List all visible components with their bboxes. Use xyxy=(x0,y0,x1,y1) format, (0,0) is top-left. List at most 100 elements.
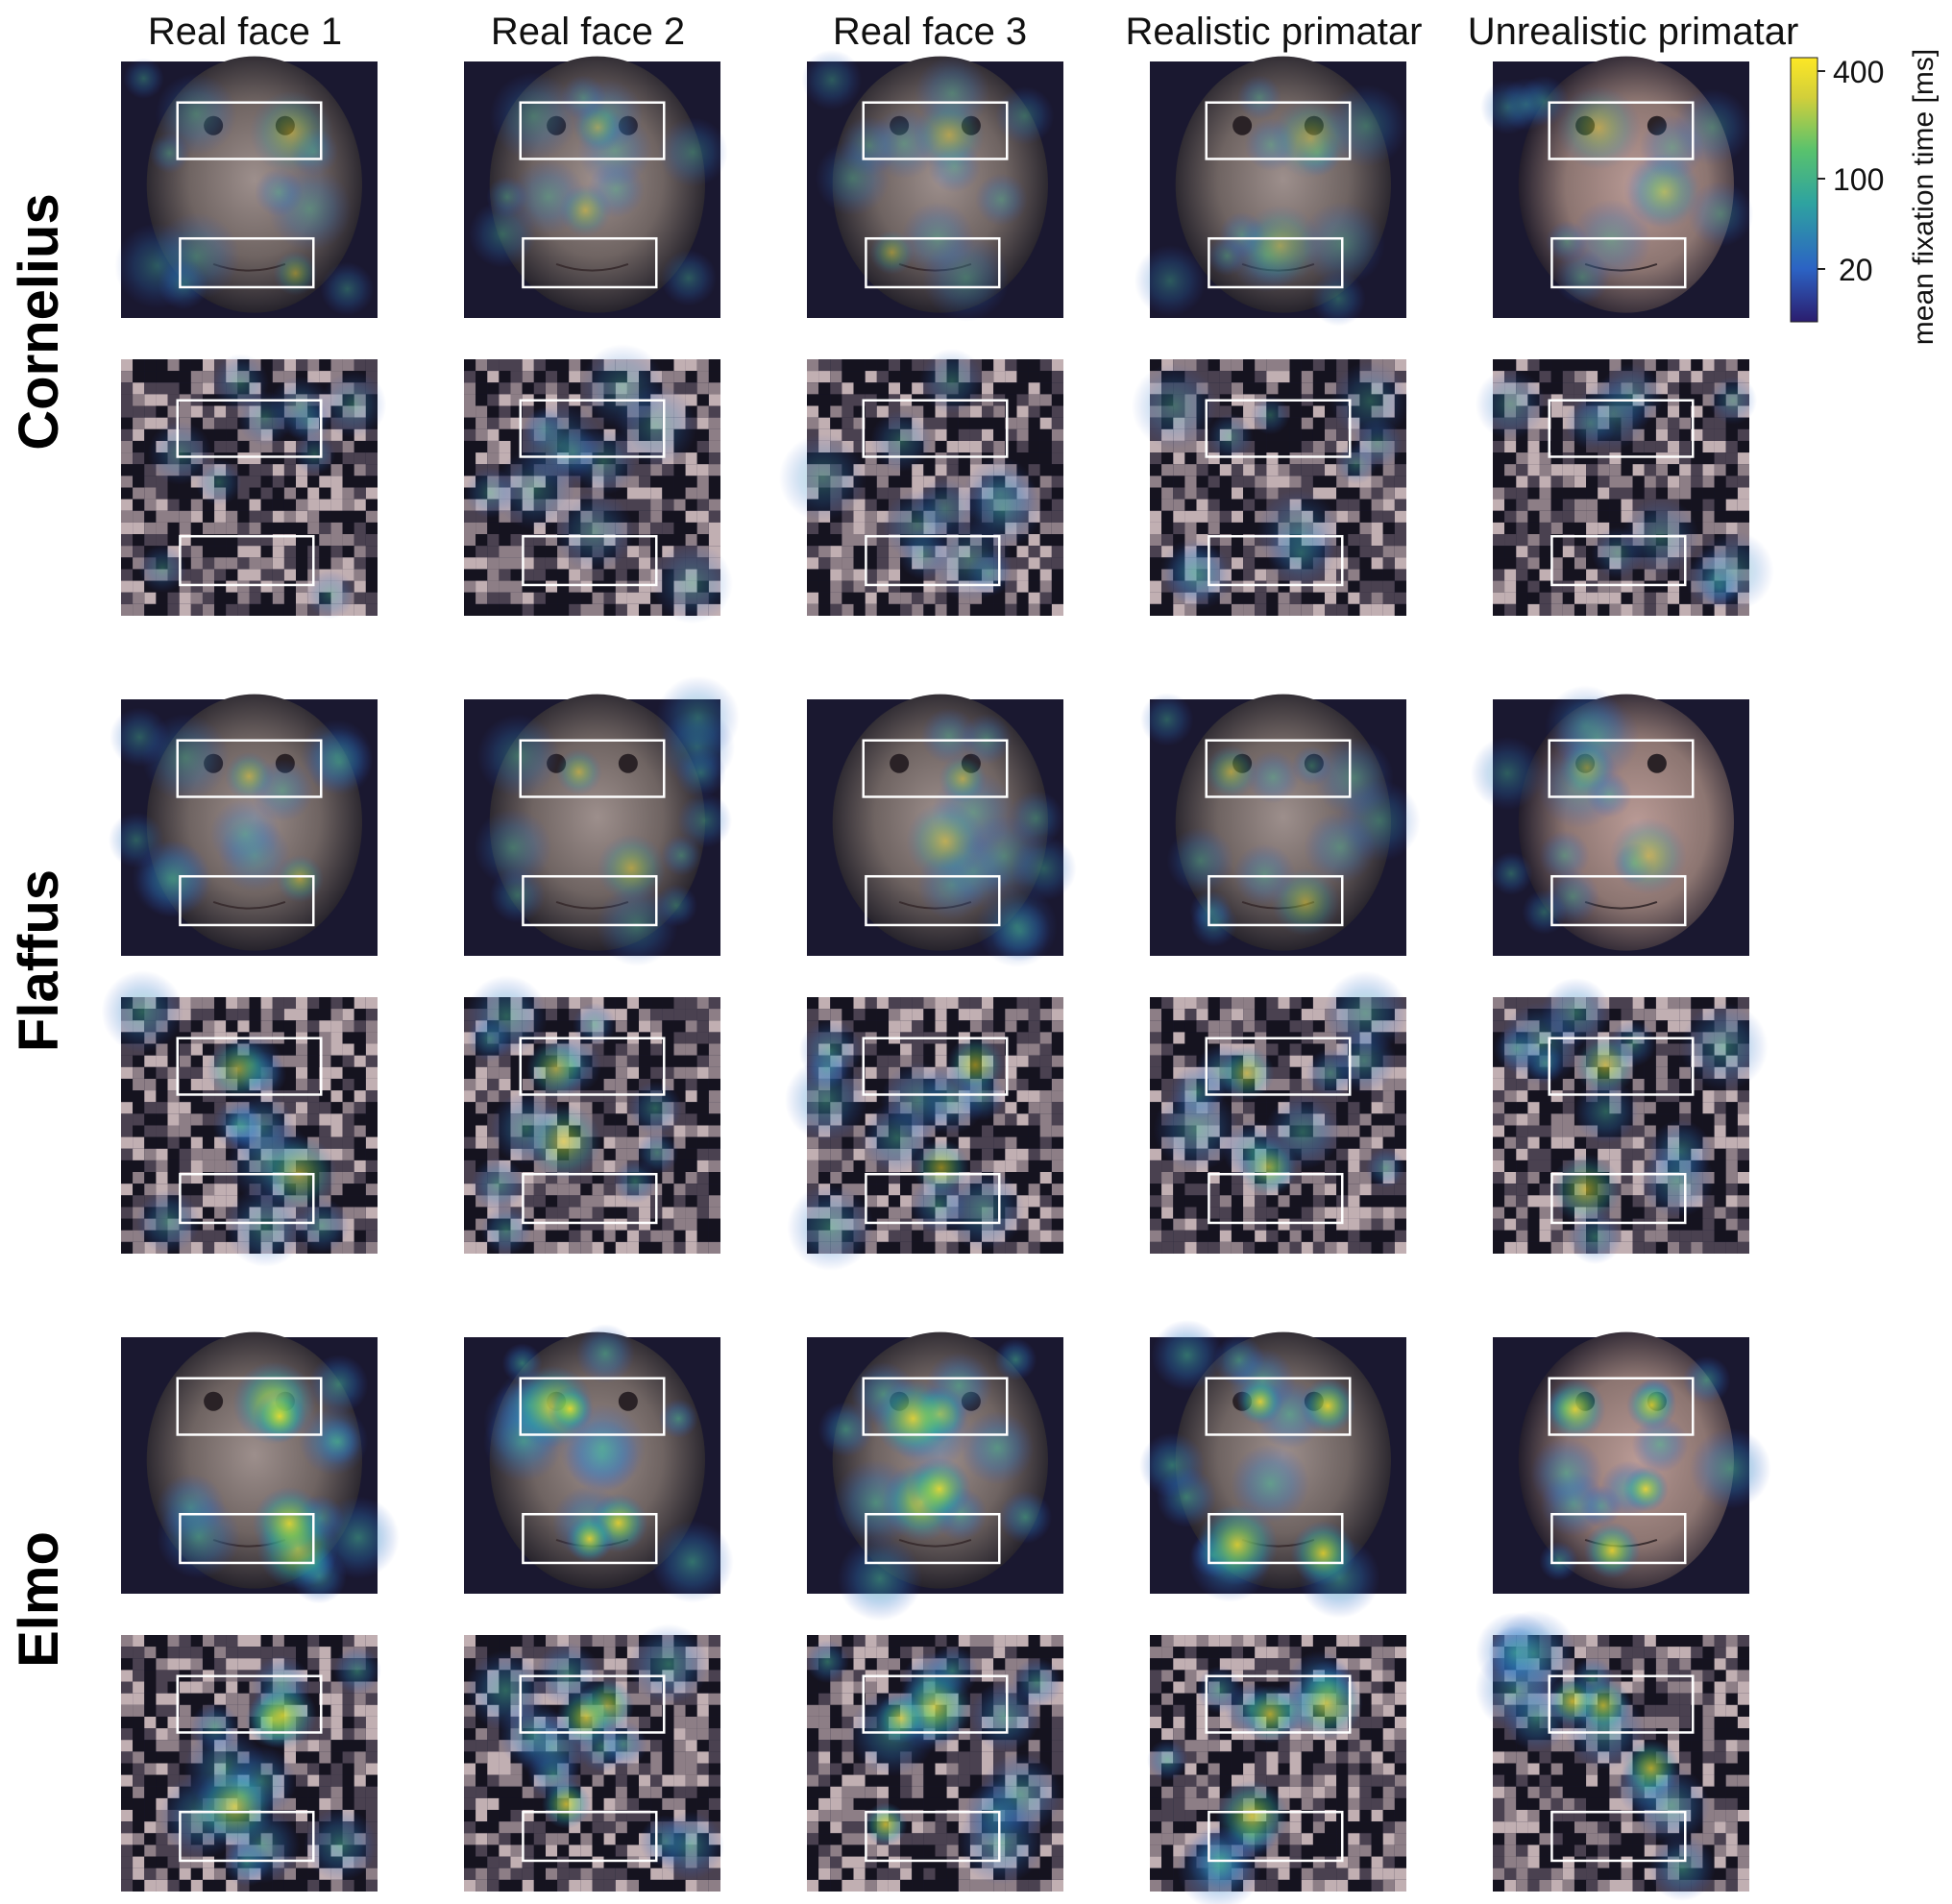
tile xyxy=(1051,534,1063,547)
tile xyxy=(133,1136,145,1149)
tile xyxy=(1016,1159,1029,1172)
tile xyxy=(190,1055,203,1067)
tile xyxy=(807,382,819,395)
tile xyxy=(865,569,877,581)
tile xyxy=(1621,580,1633,593)
tile xyxy=(179,1043,191,1056)
tile xyxy=(1539,1230,1551,1242)
tile xyxy=(1051,371,1063,383)
tile xyxy=(900,580,913,593)
tile xyxy=(1039,592,1052,604)
fixation-hotspot xyxy=(1239,205,1322,287)
tile xyxy=(662,534,674,547)
tile xyxy=(283,476,296,488)
tile xyxy=(1039,1102,1052,1114)
tile xyxy=(1493,1125,1505,1137)
tile xyxy=(1243,522,1256,534)
tile xyxy=(1382,592,1395,604)
heatmap-panel-flaffus-intact-real-face-2 xyxy=(464,675,740,966)
tile xyxy=(272,464,284,476)
tile xyxy=(673,1020,686,1033)
tile xyxy=(156,1055,168,1067)
tile xyxy=(842,603,854,616)
tile xyxy=(708,1113,720,1126)
tile xyxy=(1493,464,1505,476)
tile xyxy=(1527,476,1540,488)
fixation-hotspot xyxy=(207,1037,270,1101)
roi-eyes-box xyxy=(519,399,666,458)
tile xyxy=(1539,592,1551,604)
tile xyxy=(982,417,994,429)
tile xyxy=(1051,510,1063,523)
tile xyxy=(1504,510,1517,523)
eye-left xyxy=(1232,115,1253,135)
tile xyxy=(156,534,168,547)
tile xyxy=(476,569,488,581)
tile xyxy=(696,1207,709,1219)
tile xyxy=(662,1218,674,1231)
tile xyxy=(179,1159,191,1172)
tile xyxy=(818,557,831,570)
tile xyxy=(1504,1172,1517,1184)
tile xyxy=(1196,1207,1208,1219)
tile xyxy=(237,603,250,616)
tile xyxy=(1051,603,1063,616)
tile xyxy=(1516,1195,1528,1208)
tile xyxy=(1504,1184,1517,1196)
tile xyxy=(354,359,366,372)
tile xyxy=(1504,546,1517,558)
tile xyxy=(673,1032,686,1044)
tile xyxy=(1644,476,1656,488)
tile xyxy=(615,1020,627,1033)
tile xyxy=(1016,382,1029,395)
tile xyxy=(876,1184,889,1196)
tile xyxy=(569,371,581,383)
tile xyxy=(639,1009,651,1021)
tile xyxy=(476,1136,488,1149)
tile xyxy=(1691,371,1703,383)
tile xyxy=(1348,546,1360,558)
roi-mouth-box xyxy=(522,236,658,289)
tile xyxy=(673,1125,686,1137)
tile xyxy=(569,997,581,1010)
tile xyxy=(1325,1230,1337,1242)
heatmap-panel-cornelius-intact-realistic-primatar xyxy=(1134,56,1407,327)
tile xyxy=(1301,359,1313,372)
tile xyxy=(1586,603,1598,616)
tile xyxy=(1574,499,1587,511)
fixation-spot xyxy=(135,841,213,918)
tile xyxy=(626,1241,639,1254)
tile xyxy=(603,1241,616,1254)
tile xyxy=(1150,1020,1162,1033)
tile xyxy=(365,592,378,604)
tile xyxy=(499,557,511,570)
tile xyxy=(1348,580,1360,593)
tile xyxy=(1266,1218,1279,1231)
tile xyxy=(1289,1241,1302,1254)
tile xyxy=(296,1009,308,1021)
tile xyxy=(696,441,709,453)
tile xyxy=(603,1102,616,1114)
tile xyxy=(1208,1241,1220,1254)
tile xyxy=(1325,1195,1337,1208)
tile xyxy=(1028,417,1040,429)
tile xyxy=(1516,557,1528,570)
fixation-spot xyxy=(464,467,516,519)
tile xyxy=(1266,1207,1279,1219)
tile xyxy=(1598,476,1610,488)
tile xyxy=(876,580,889,593)
tile xyxy=(260,592,273,604)
fixation-spot xyxy=(489,72,578,160)
tile xyxy=(1550,499,1563,511)
tile xyxy=(1266,464,1279,476)
tile xyxy=(1312,371,1325,383)
tile xyxy=(365,1043,378,1056)
tile xyxy=(464,1113,476,1126)
tile xyxy=(1504,1136,1517,1149)
tile xyxy=(1574,476,1587,488)
tile xyxy=(1394,1207,1406,1219)
tile xyxy=(1679,359,1692,372)
tile xyxy=(982,1020,994,1033)
tile xyxy=(1632,487,1645,500)
tile xyxy=(1243,359,1256,372)
